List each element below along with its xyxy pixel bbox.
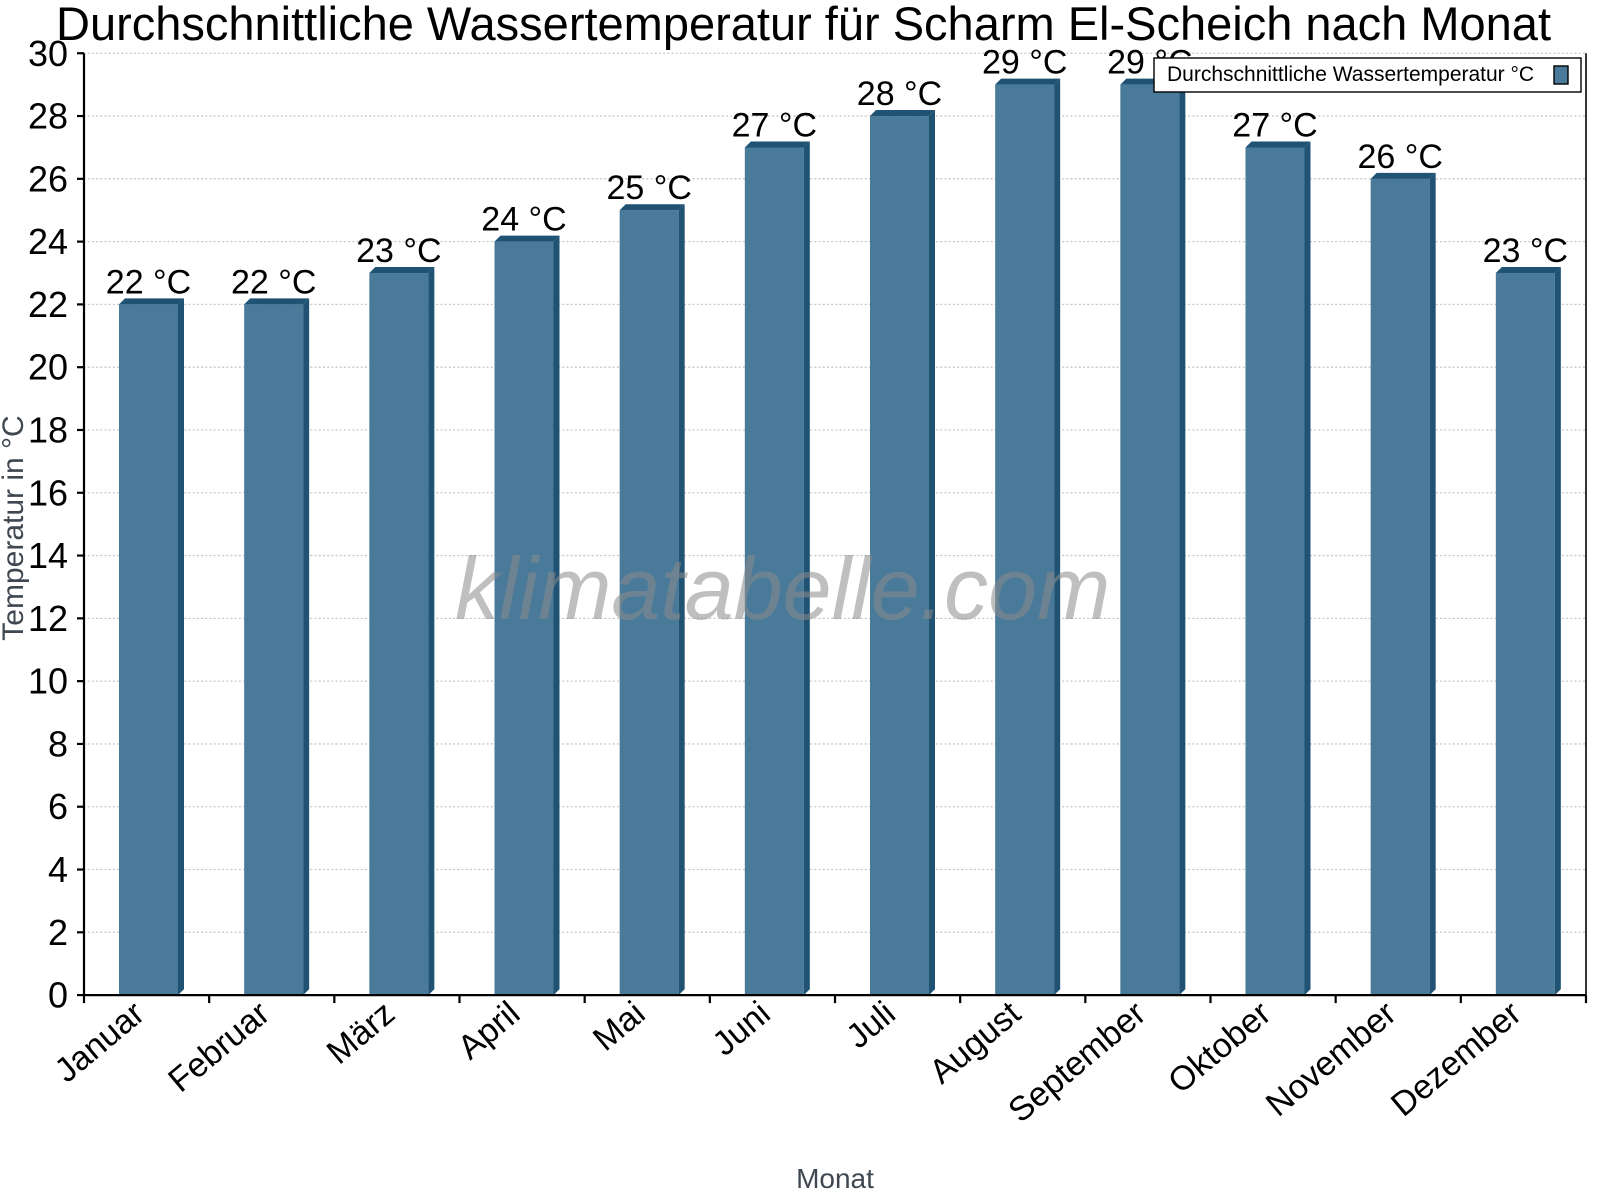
svg-text:26: 26 [28,158,68,199]
svg-text:14: 14 [28,535,68,576]
svg-text:24 °C: 24 °C [481,201,566,239]
svg-text:27 °C: 27 °C [1232,106,1317,144]
svg-text:August: August [922,994,1028,1092]
svg-text:10: 10 [28,661,68,702]
svg-text:27 °C: 27 °C [732,106,817,144]
svg-text:6: 6 [48,786,68,827]
svg-text:8: 8 [48,723,68,764]
svg-text:November: November [1259,994,1404,1124]
svg-text:30: 30 [28,33,68,74]
svg-text:Temperatur in °C: Temperatur in °C [0,415,30,640]
svg-text:22: 22 [28,284,68,325]
svg-text:28: 28 [28,96,68,137]
svg-text:23 °C: 23 °C [1483,232,1568,270]
svg-text:Durchschnittliche Wassertemper: Durchschnittliche Wassertemperatur °C [1167,63,1534,86]
svg-text:23 °C: 23 °C [356,232,441,270]
svg-text:22 °C: 22 °C [106,263,191,301]
svg-text:22 °C: 22 °C [231,263,316,301]
svg-text:April: April [451,994,528,1067]
svg-text:Durchschnittliche Wassertemper: Durchschnittliche Wassertemperatur für S… [56,0,1551,50]
svg-text:4: 4 [48,849,68,890]
svg-text:16: 16 [28,472,68,513]
svg-text:Juni: Juni [705,994,777,1063]
svg-text:klimatabelle.com: klimatabelle.com [455,539,1110,638]
svg-text:28 °C: 28 °C [857,75,942,113]
svg-text:18: 18 [28,409,68,450]
svg-text:März: März [320,994,402,1072]
svg-text:26 °C: 26 °C [1357,138,1442,176]
svg-text:24: 24 [28,221,68,262]
svg-text:Dezember: Dezember [1384,994,1529,1124]
svg-text:Monat: Monat [796,1163,874,1194]
svg-text:Oktober: Oktober [1161,994,1278,1101]
svg-text:25 °C: 25 °C [606,169,691,207]
svg-text:September: September [1001,994,1153,1130]
svg-text:Februar: Februar [161,994,277,1100]
svg-text:20: 20 [28,347,68,388]
svg-text:Mai: Mai [586,994,652,1058]
svg-text:2: 2 [48,912,68,953]
svg-text:Juli: Juli [839,994,903,1056]
svg-text:0: 0 [48,975,68,1016]
svg-text:12: 12 [28,598,68,639]
svg-text:29 °C: 29 °C [982,44,1067,82]
